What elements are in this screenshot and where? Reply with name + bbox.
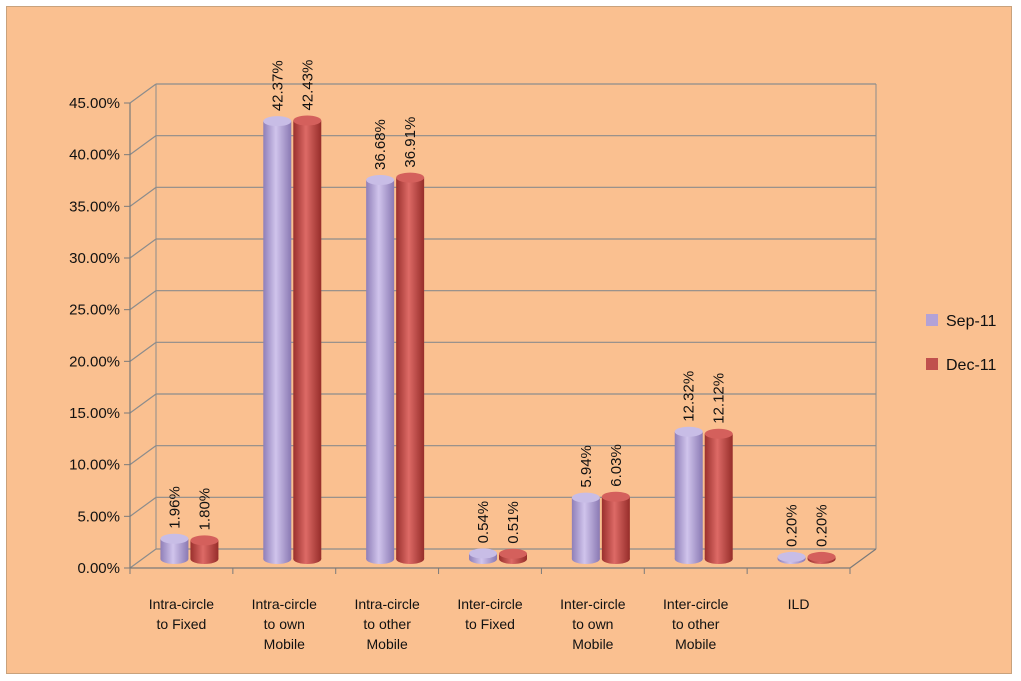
- legend-swatch: [926, 314, 938, 326]
- gridline-side: [129, 548, 157, 569]
- data-label: 0.51%: [505, 501, 522, 544]
- x-tick-label: Inter-circle to other Mobile: [663, 596, 729, 652]
- bar: [366, 174, 395, 564]
- bar: [499, 548, 527, 564]
- data-label: 0.20%: [784, 504, 801, 547]
- bar-base: [674, 554, 703, 564]
- data-label: 0.54%: [475, 501, 492, 544]
- gridline-side: [129, 83, 157, 104]
- legend-label: Sep-11: [946, 313, 997, 330]
- y-tick-label: 15.00%: [69, 405, 120, 422]
- bar-body: [704, 433, 733, 559]
- bar-top: [777, 551, 806, 562]
- y-tick-label: 45.00%: [69, 95, 120, 112]
- bar-body: [160, 538, 189, 559]
- data-label: 12.12%: [711, 373, 728, 424]
- bar-top: [807, 551, 836, 562]
- bar: [263, 116, 292, 564]
- bar-top: [263, 116, 292, 127]
- bar: [704, 428, 733, 564]
- bar-base: [263, 554, 292, 564]
- data-label: 1.96%: [166, 486, 183, 529]
- bar-base: [571, 554, 600, 564]
- bar: [469, 548, 497, 564]
- bar: [674, 426, 703, 564]
- bar-body: [190, 540, 219, 559]
- bar-top: [469, 548, 497, 559]
- gridline-side: [129, 445, 157, 466]
- data-label: 6.03%: [608, 444, 625, 487]
- gridline-side: [129, 341, 157, 362]
- y-tick-label: 20.00%: [69, 353, 120, 370]
- x-tick-label: Inter-circle to own Mobile: [560, 596, 626, 652]
- x-tick-label: Intra-circle to own Mobile: [252, 596, 318, 652]
- bar-top: [396, 172, 425, 183]
- data-label: 5.94%: [578, 445, 595, 488]
- bar-base: [366, 554, 395, 564]
- bar-base: [293, 554, 322, 564]
- bar: [160, 533, 189, 564]
- bar: [571, 492, 600, 564]
- gridline-side: [129, 135, 157, 156]
- bar-body: [396, 177, 425, 559]
- bar-base: [160, 554, 189, 564]
- bar-top: [674, 426, 703, 437]
- bar-base: [704, 554, 733, 564]
- data-label: 42.43%: [299, 60, 316, 111]
- bar-base: [190, 554, 219, 564]
- y-tick-label: 0.00%: [77, 560, 120, 577]
- data-label: 36.91%: [402, 117, 419, 168]
- bar: [777, 551, 806, 564]
- bar-top: [160, 533, 189, 544]
- gridline-side: [129, 290, 157, 311]
- y-tick-label: 25.00%: [69, 302, 120, 319]
- data-label: 12.32%: [681, 371, 698, 422]
- gridline-side: [129, 186, 157, 207]
- bar: [293, 115, 322, 564]
- legend-swatch: [926, 358, 938, 370]
- y-tick-label: 40.00%: [69, 147, 120, 164]
- x-tick-label: ILD: [788, 596, 810, 612]
- bar-top: [704, 428, 733, 439]
- bar-body: [601, 496, 630, 559]
- bar-body: [674, 431, 703, 559]
- bar-top: [499, 548, 527, 559]
- y-tick-label: 35.00%: [69, 198, 120, 215]
- gridline-side: [129, 393, 157, 414]
- data-label: 42.37%: [269, 60, 286, 111]
- floor-edge: [849, 548, 877, 569]
- x-tick-label: Intra-circle to Fixed: [149, 596, 215, 632]
- data-label: 0.20%: [814, 504, 831, 547]
- x-tick-label: Intra-circle to other Mobile: [354, 596, 420, 652]
- bar-top: [190, 535, 219, 546]
- bar-top: [571, 492, 600, 503]
- bar: [601, 491, 630, 564]
- data-label: 1.80%: [196, 488, 213, 531]
- gridline-side: [129, 238, 157, 259]
- bar-body: [366, 179, 395, 559]
- y-tick-label: 5.00%: [77, 508, 120, 525]
- x-tick-label: Inter-circle to Fixed: [457, 596, 523, 632]
- bar-top: [601, 491, 630, 502]
- bar-body: [571, 497, 600, 559]
- bar-top: [293, 115, 322, 126]
- data-label: 36.68%: [372, 119, 389, 170]
- bar-body: [263, 121, 292, 559]
- bar: [190, 535, 219, 564]
- bar-base: [601, 554, 630, 564]
- legend-label: Dec-11: [946, 357, 996, 374]
- bar-body: [293, 120, 322, 559]
- bar: [396, 172, 425, 564]
- y-tick-label: 30.00%: [69, 250, 120, 267]
- bar-base: [396, 554, 425, 564]
- y-tick-label: 10.00%: [69, 457, 120, 474]
- gridline-side: [129, 496, 157, 517]
- bar-top: [366, 174, 395, 185]
- bar: [807, 551, 836, 564]
